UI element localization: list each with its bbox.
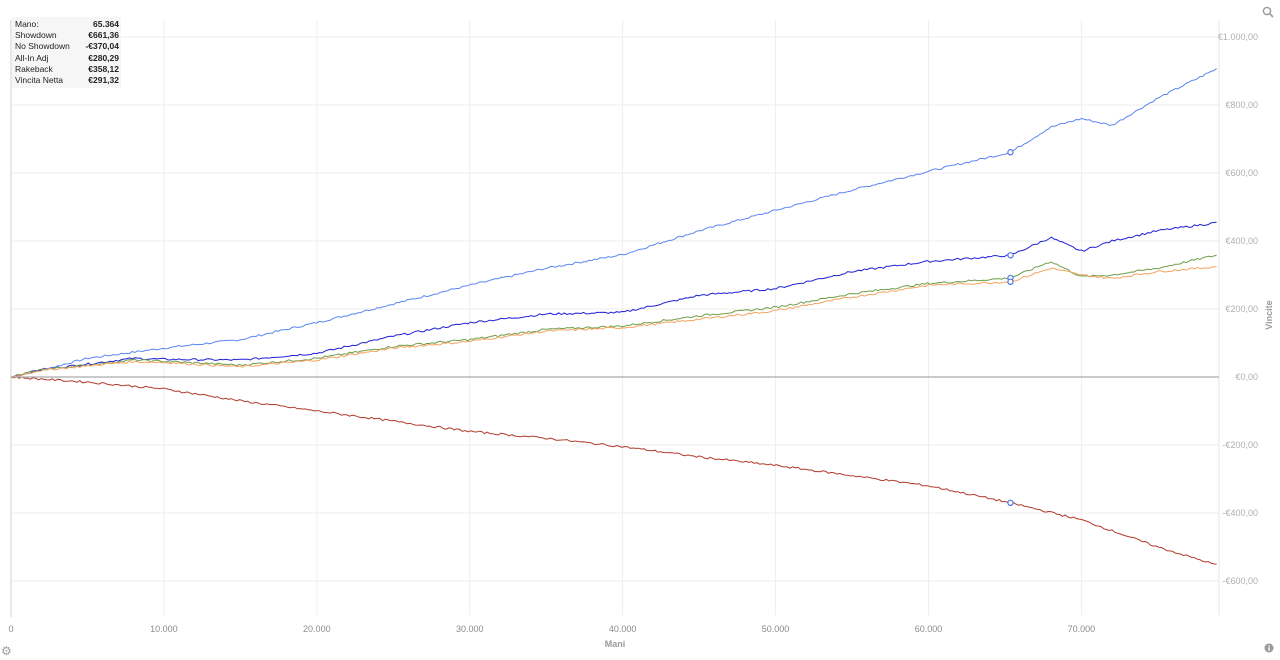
stats-label: Rakeback: [15, 63, 53, 74]
x-tick-label: 20.000: [303, 624, 331, 634]
x-tick-label: 60.000: [915, 624, 943, 634]
x-tick-label: 10.000: [150, 624, 178, 634]
hover-marker: [1007, 252, 1014, 259]
hover-markers: [1007, 149, 1014, 506]
hover-marker: [1007, 149, 1014, 156]
stats-value: €358,12: [88, 63, 119, 74]
series-line: [10, 376, 1217, 565]
series-line: [10, 266, 1217, 378]
x-tick-label: 40.000: [609, 624, 637, 634]
stats-value: 65.364: [93, 19, 119, 29]
stats-row: No Showdown -€370,04: [15, 41, 119, 52]
x-tick-label: 70.000: [1068, 624, 1096, 634]
series-lines: [10, 68, 1219, 565]
stats-row: Rakeback €358,12: [15, 64, 119, 75]
y-tick-label: €400,00: [1225, 236, 1258, 246]
stats-row: Vincita Netta €291,32: [15, 75, 119, 86]
stats-label: Showdown: [15, 30, 57, 41]
info-icon[interactable]: [1264, 643, 1274, 656]
stats-row: All-In Adj €280,29: [15, 53, 119, 64]
stats-summary: Mano: 65.364 Showdown €661,36 No Showdow…: [12, 17, 121, 89]
series-line: [10, 254, 1217, 378]
stats-value: -€370,04: [85, 41, 119, 52]
x-tick-label: 0: [8, 624, 13, 634]
stats-value: €280,29: [88, 52, 119, 63]
stats-label: All-In Adj: [15, 52, 49, 63]
series-line: [10, 68, 1217, 378]
y-axis-title: Vincite: [1264, 300, 1274, 329]
stats-row: Mano: 65.364: [15, 19, 119, 30]
x-tick-label: 50.000: [762, 624, 790, 634]
stats-value: €291,32: [88, 75, 119, 86]
x-tick-label: 30.000: [456, 624, 484, 634]
grid: [10, 20, 1220, 617]
stats-row: Showdown €661,36: [15, 30, 119, 41]
y-tick-label: €0,00: [1235, 372, 1258, 382]
y-tick-label: €800,00: [1225, 100, 1258, 110]
y-tick-label: -€400,00: [1222, 508, 1258, 518]
stats-value: €661,36: [88, 30, 119, 41]
y-tick-label: -€600,00: [1222, 576, 1258, 586]
x-axis-ticks: 0 10.000 20.000 30.000 40.000 50.000 60.000 70.…: [8, 624, 1095, 634]
y-tick-label: -€200,00: [1222, 440, 1258, 450]
magnifier-icon[interactable]: [1262, 6, 1274, 21]
y-tick-label: €1.000,00: [1218, 32, 1258, 42]
hover-marker: [1007, 278, 1014, 285]
stats-label: Mano:: [15, 19, 39, 29]
x-axis-title: Mani: [605, 639, 626, 649]
stats-label: No Showdown: [15, 41, 70, 52]
series-line: [10, 221, 1217, 378]
gear-icon[interactable]: ⚙: [1, 644, 12, 658]
y-tick-label: €200,00: [1225, 304, 1258, 314]
y-axis-ticks: €1.000,00 €800,00 €600,00 €400,00 €200,00 €0,…: [1218, 32, 1258, 586]
stats-label: Vincita Netta: [15, 75, 64, 86]
y-tick-label: €600,00: [1225, 168, 1258, 178]
hover-marker: [1007, 499, 1014, 506]
